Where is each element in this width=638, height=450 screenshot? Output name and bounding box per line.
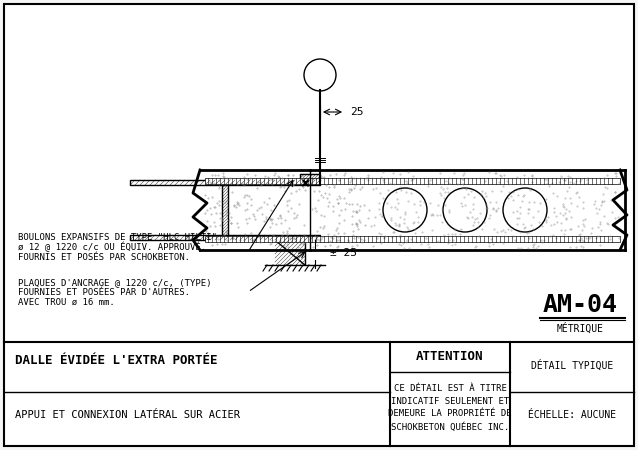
Circle shape xyxy=(304,59,336,91)
Polygon shape xyxy=(275,240,305,265)
Bar xyxy=(205,178,620,184)
Text: PLAQUES D'ANCRAGE @ 1220 c/c, (TYPE): PLAQUES D'ANCRAGE @ 1220 c/c, (TYPE) xyxy=(18,278,212,287)
Bar xyxy=(130,235,320,240)
Text: FOURNIS ET POSÉS PAR SCHOKBETON.: FOURNIS ET POSÉS PAR SCHOKBETON. xyxy=(18,253,190,262)
Text: ø 12 @ 1220 c/c OU ÉQUIV. APPROUVÉ.: ø 12 @ 1220 c/c OU ÉQUIV. APPROUVÉ. xyxy=(18,242,206,252)
Text: ATTENTION: ATTENTION xyxy=(416,351,484,364)
Text: 25: 25 xyxy=(350,107,364,117)
Circle shape xyxy=(503,188,547,232)
Bar xyxy=(130,180,320,185)
Text: APPUI ET CONNEXION LATÉRAL SUR ACIER: APPUI ET CONNEXION LATÉRAL SUR ACIER xyxy=(15,410,240,420)
Bar xyxy=(205,236,620,242)
Text: AVEC TROU ø 16 mm.: AVEC TROU ø 16 mm. xyxy=(18,298,115,307)
Text: DALLE ÉVIDÉE L'EXTRA PORTÉE: DALLE ÉVIDÉE L'EXTRA PORTÉE xyxy=(15,354,218,366)
Text: ± 25: ± 25 xyxy=(330,248,357,258)
Text: BOULONS EXPANSIFS DE TYPE "HLC HILTI": BOULONS EXPANSIFS DE TYPE "HLC HILTI" xyxy=(18,233,217,242)
Bar xyxy=(222,185,228,235)
Text: DÉTAIL TYPIQUE: DÉTAIL TYPIQUE xyxy=(531,360,613,371)
Bar xyxy=(300,174,320,180)
Text: CE DÉTAIL EST À TITRE
INDICATIF SEULEMENT ET
DEMEURE LA PROPRIÉTÉ DE
SCHOKBETON : CE DÉTAIL EST À TITRE INDICATIF SEULEMEN… xyxy=(388,384,512,432)
Circle shape xyxy=(443,188,487,232)
Text: MÉTRIQUE: MÉTRIQUE xyxy=(556,322,604,333)
Text: FOURNIES ET POSÉES PAR D'AUTRES.: FOURNIES ET POSÉES PAR D'AUTRES. xyxy=(18,288,190,297)
Circle shape xyxy=(383,188,427,232)
Text: AM-04: AM-04 xyxy=(542,293,618,317)
Text: ÉCHELLE: AUCUNE: ÉCHELLE: AUCUNE xyxy=(528,410,616,420)
